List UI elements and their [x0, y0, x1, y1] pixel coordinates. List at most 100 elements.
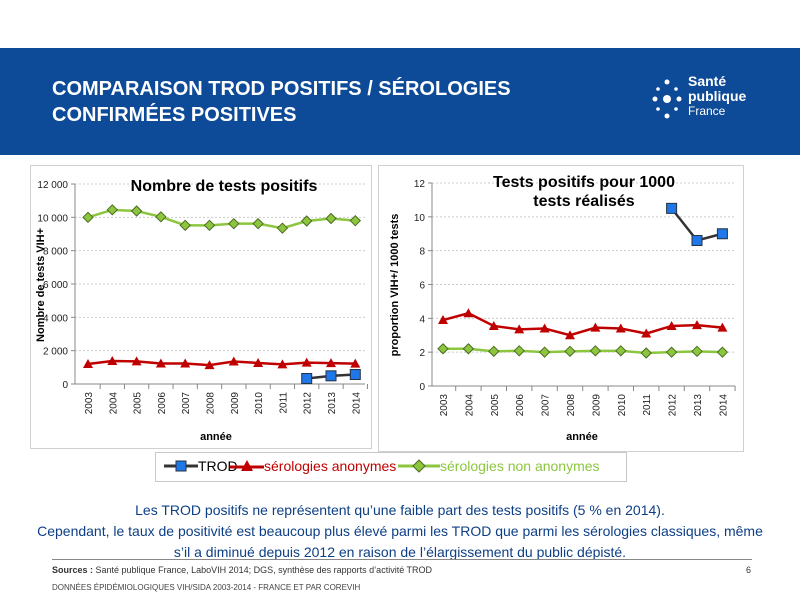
- divider: [52, 559, 752, 560]
- data-point-non-anonymes: [155, 211, 167, 223]
- x-tick-label: 2011: [278, 392, 289, 414]
- legend-item-non-anonymes: sérologies non anonymes: [398, 458, 600, 474]
- y-tick-label: 6: [419, 281, 425, 292]
- chart-title: tests réalisés: [533, 193, 635, 210]
- data-point-non-anonymes: [276, 222, 289, 234]
- data-point-anonymes: [107, 356, 118, 365]
- chart-title: Tests positifs pour 1000: [493, 174, 675, 191]
- x-tick-label: 2011: [642, 394, 653, 416]
- sources-text: Santé publique France, LaboVIH 2014; DGS…: [93, 565, 433, 575]
- x-tick-label: 2007: [541, 394, 552, 417]
- data-point-non-anonymes: [82, 211, 94, 224]
- data-point-anonymes: [131, 356, 142, 366]
- summary-line: Cependant, le taux de positivité est bea…: [37, 523, 763, 560]
- x-tick-label: 2013: [327, 392, 338, 415]
- data-point-non-anonymes: [437, 343, 449, 355]
- series-line: [87, 208, 356, 230]
- chart-box-count: [30, 165, 372, 449]
- data-point-non-anonymes: [300, 215, 313, 227]
- data-point-anonymes: [539, 323, 550, 333]
- x-tick-label: 2004: [464, 394, 475, 417]
- logo-text: publique: [688, 88, 747, 104]
- data-point-anonymes: [514, 324, 525, 334]
- data-point-non-anonymes: [589, 345, 602, 357]
- data-point-trod: [349, 369, 361, 380]
- page-number: 6: [746, 565, 752, 575]
- chart-box-rate: [378, 165, 744, 452]
- y-tick-label: 10: [414, 213, 426, 224]
- slide-title: COMPARAISON TROD POSITIFS / SÉROLOGIES C…: [52, 76, 612, 128]
- data-point-trod: [301, 373, 313, 384]
- data-point-non-anonymes: [228, 217, 240, 230]
- data-point-non-anonymes: [462, 343, 475, 355]
- data-point-anonymes: [565, 330, 575, 340]
- data-point-anonymes: [438, 315, 448, 325]
- deck-title: DONNÉES ÉPIDÉMIOLOGIQUES VIH/SIDA 2003-2…: [52, 583, 361, 592]
- data-point-non-anonymes: [716, 346, 729, 358]
- data-point-trod: [716, 228, 728, 240]
- sources: Sources : Santé publique France, LaboVIH…: [52, 565, 432, 575]
- data-point-non-anonymes: [640, 347, 652, 359]
- logo-dots-icon: [652, 79, 682, 119]
- triangle-marker-icon: [230, 460, 264, 471]
- y-tick-label: 8 000: [43, 247, 68, 258]
- data-point-non-anonymes: [325, 212, 337, 225]
- data-point-trod: [691, 235, 703, 247]
- series-line: [87, 359, 356, 367]
- y-axis-label: Nombre de tests VIH+: [35, 228, 47, 342]
- x-tick-label: 2014: [718, 394, 729, 417]
- data-point-non-anonymes: [252, 217, 264, 230]
- x-tick-label: 2005: [490, 394, 501, 417]
- x-tick-label: 2008: [206, 392, 217, 415]
- x-tick-label: 2004: [108, 392, 119, 415]
- data-point-anonymes: [228, 356, 239, 366]
- data-point-anonymes: [204, 360, 215, 370]
- y-tick-label: 8: [419, 247, 425, 258]
- sources-label: Sources :: [52, 565, 94, 575]
- chart-legend: TROD sérologies anonymes sérologies non …: [155, 452, 627, 482]
- data-point-non-anonymes: [665, 346, 678, 358]
- x-tick-label: 2012: [303, 392, 314, 415]
- legend-item-anonymes: sérologies anonymes: [230, 458, 396, 474]
- data-point-anonymes: [666, 320, 677, 330]
- x-tick-label: 2010: [254, 392, 265, 415]
- y-tick-label: 0: [62, 380, 68, 391]
- data-point-non-anonymes: [488, 345, 500, 358]
- data-point-anonymes: [463, 308, 474, 318]
- data-point-anonymes: [180, 358, 191, 368]
- legend-label: sérologies anonymes: [264, 458, 397, 474]
- data-point-anonymes: [301, 357, 312, 367]
- data-point-anonymes: [590, 322, 601, 332]
- data-point-anonymes: [326, 358, 336, 368]
- data-point-anonymes: [488, 320, 499, 330]
- square-marker-icon: [164, 460, 198, 472]
- x-tick-label: 2005: [133, 392, 144, 415]
- x-tick-label: 2012: [668, 394, 679, 417]
- data-point-anonymes: [277, 359, 288, 369]
- x-tick-label: 2006: [157, 392, 168, 415]
- data-point-trod: [325, 370, 337, 382]
- y-tick-label: 2: [419, 348, 425, 359]
- y-tick-label: 10 000: [37, 213, 68, 224]
- x-tick-label: 2007: [181, 392, 192, 415]
- legend-label: TROD: [198, 458, 238, 474]
- data-point-non-anonymes: [538, 346, 551, 358]
- y-tick-label: 2 000: [43, 347, 68, 358]
- data-point-non-anonymes: [179, 219, 191, 232]
- chart-title: Nombre de tests positifs: [131, 178, 318, 195]
- x-tick-label: 2003: [84, 392, 95, 415]
- data-point-non-anonymes: [691, 345, 703, 358]
- x-tick-label: 2009: [591, 394, 602, 417]
- data-point-non-anonymes: [564, 345, 576, 358]
- data-point-trod: [666, 202, 678, 214]
- x-tick-label: 2003: [439, 394, 450, 417]
- data-point-non-anonymes: [349, 214, 362, 227]
- y-tick-label: 4: [419, 314, 425, 325]
- x-tick-label: 2010: [617, 394, 628, 417]
- y-tick-label: 12 000: [37, 180, 68, 191]
- data-point-non-anonymes: [203, 219, 216, 232]
- summary-text: Les TROD positifs ne représentent qu’une…: [30, 500, 770, 563]
- data-point-anonymes: [615, 323, 626, 333]
- data-point-non-anonymes: [513, 345, 525, 357]
